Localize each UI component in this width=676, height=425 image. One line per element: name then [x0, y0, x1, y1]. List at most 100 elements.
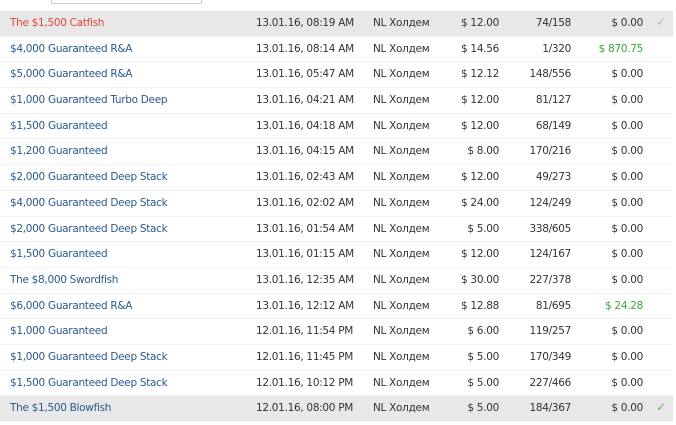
buy-in: $ 8.00 [467, 145, 499, 158]
tournament-date: 13.01.16, 02:43 AM [256, 171, 354, 184]
check-icon: ✓ [656, 15, 666, 29]
winnings: $ 0.00 [611, 119, 643, 132]
place-players: 170/216 [529, 145, 571, 158]
buy-in: $ 12.00 [461, 17, 499, 29]
tournament-date: 13.01.16, 05:47 AM [256, 68, 354, 81]
tournament-date: 13.01.16, 04:21 AM [256, 94, 354, 107]
winnings: $ 0.00 [611, 350, 643, 363]
winnings: $ 0.00 [611, 376, 643, 389]
tournament-list: The $1,500 Catfish 13.01.16, 08:19 AM NL Х… [0, 11, 673, 422]
table-row[interactable]: $1,000 Guaranteed Turbo Deep 13.01.16, 04… [0, 88, 673, 114]
game-type: NL Холдем [373, 42, 430, 55]
buy-in: $ 12.00 [461, 171, 499, 184]
game-type: NL Холдем [373, 145, 430, 158]
buy-in: $ 12.00 [461, 94, 499, 107]
table-row[interactable]: $4,000 Guaranteed Deep Stack 13.01.16, 02… [0, 191, 673, 217]
place-players: 338/605 [529, 222, 571, 235]
table-row[interactable]: $2,000 Guaranteed Deep Stack 13.01.16, 01… [0, 217, 673, 243]
buy-in: $ 14.56 [461, 42, 499, 55]
tournament-date: 13.01.16, 04:15 AM [256, 145, 354, 158]
tournament-name: The $1,500 Blowfish [10, 402, 112, 415]
tournament-name: $1,000 Guaranteed Deep Stack [10, 350, 168, 363]
table-row[interactable]: $4,000 Guaranteed R&A 13.01.16, 08:14 AM N… [0, 37, 673, 63]
winnings: $ 0.00 [611, 196, 643, 209]
buy-in: $ 5.00 [467, 376, 499, 389]
game-type: NL Холдем [373, 402, 430, 415]
table-row[interactable]: $1,000 Guaranteed Deep Stack 12.01.16, 11… [0, 345, 673, 371]
tournament-name: $1,500 Guaranteed Deep Stack [10, 376, 168, 389]
place-players: 227/378 [529, 273, 571, 286]
game-type: NL Холдем [373, 196, 430, 209]
tournament-name: The $1,500 Catfish [10, 17, 105, 29]
check-icon: ✓ [656, 400, 666, 415]
table-row[interactable]: $1,000 Guaranteed 12.01.16, 11:54 PM NL Хо… [0, 319, 673, 345]
tournament-date: 13.01.16, 01:54 AM [256, 222, 354, 235]
tournament-date: 12.01.16, 11:45 PM [256, 350, 354, 363]
table-row[interactable]: The $1,500 Blowfish 12.01.16, 08:00 PM NL … [0, 396, 673, 422]
winnings: $ 0.00 [611, 248, 643, 261]
table-row[interactable]: The $8,000 Swordfish 13.01.16, 12:35 AM NL… [0, 268, 673, 294]
table-row[interactable]: $1,500 Guaranteed 13.01.16, 04:18 AM NL Хо… [0, 114, 673, 140]
winnings: $ 0.00 [611, 171, 643, 184]
table-row[interactable]: The $1,500 Catfish 13.01.16, 08:19 AM NL Х… [0, 11, 673, 37]
tournament-name: $4,000 Guaranteed Deep Stack [10, 196, 168, 209]
game-type: NL Холдем [373, 119, 430, 132]
tournament-date: 13.01.16, 08:14 AM [256, 42, 354, 55]
game-type: NL Холдем [373, 376, 430, 389]
game-type: NL Холдем [373, 68, 430, 81]
place-players: 148/556 [529, 68, 571, 81]
winnings: $ 24.28 [605, 299, 643, 312]
tournament-name: $2,000 Guaranteed Deep Stack [10, 222, 168, 235]
tournament-date: 13.01.16, 12:35 AM [256, 273, 354, 286]
place-players: 74/158 [535, 17, 571, 29]
tournament-name: $6,000 Guaranteed R&A [10, 299, 133, 312]
buy-in: $ 12.00 [461, 248, 499, 261]
place-players: 227/466 [529, 376, 571, 389]
game-type: NL Холдем [373, 350, 430, 363]
table-row[interactable]: $1,500 Guaranteed 13.01.16, 01:15 AM NL Хо… [0, 242, 673, 268]
tournament-name: $1,000 Guaranteed Turbo Deep [10, 94, 168, 107]
tournament-date: 13.01.16, 08:19 AM [256, 17, 354, 29]
buy-in: $ 12.88 [461, 299, 499, 312]
game-type: NL Холдем [373, 248, 430, 261]
table-row[interactable]: $2,000 Guaranteed Deep Stack 13.01.16, 02… [0, 165, 673, 191]
game-type: NL Холдем [373, 222, 430, 235]
tournament-date: 13.01.16, 12:12 AM [256, 299, 354, 312]
tournament-name: The $8,000 Swordfish [10, 273, 119, 286]
winnings: $ 0.00 [611, 325, 643, 338]
game-type: NL Холдем [373, 17, 430, 29]
place-players: 49/273 [535, 171, 571, 184]
game-type: NL Холдем [373, 94, 430, 107]
game-type: NL Холдем [373, 299, 430, 312]
tournament-name: $4,000 Guaranteed R&A [10, 42, 133, 55]
winnings: $ 0.00 [611, 222, 643, 235]
tournament-name: $1,500 Guaranteed [10, 248, 108, 261]
place-players: 184/367 [529, 402, 571, 415]
place-players: 124/167 [529, 248, 571, 261]
table-row[interactable]: $6,000 Guaranteed R&A 13.01.16, 12:12 AM N… [0, 294, 673, 320]
buy-in: $ 5.00 [467, 350, 499, 363]
buy-in: $ 24.00 [461, 196, 499, 209]
table-row[interactable]: $5,000 Guaranteed R&A 13.01.16, 05:47 AM N… [0, 62, 673, 89]
game-type: NL Холдем [373, 325, 430, 338]
winnings: $ 0.00 [611, 17, 643, 29]
tournament-name: $1,200 Guaranteed [10, 145, 108, 158]
tournament-date: 13.01.16, 02:02 AM [256, 196, 354, 209]
tournament-date: 12.01.16, 08:00 PM [256, 402, 354, 415]
winnings: $ 0.00 [611, 402, 643, 415]
winnings: $ 0.00 [611, 273, 643, 286]
buy-in: $ 5.00 [467, 402, 499, 415]
game-type: NL Холдем [373, 273, 430, 286]
tournament-date: 12.01.16, 10:12 PM [256, 376, 354, 389]
tournament-date: 12.01.16, 11:54 PM [256, 325, 354, 338]
buy-in: $ 12.12 [461, 68, 499, 81]
table-row[interactable]: $1,200 Guaranteed 13.01.16, 04:15 AM NL Хо… [0, 139, 673, 166]
table-row[interactable]: $1,500 Guaranteed Deep Stack 12.01.16, 10… [0, 371, 673, 397]
search-input[interactable] [51, 0, 202, 4]
buy-in: $ 30.00 [461, 273, 499, 286]
place-players: 1/320 [542, 42, 571, 55]
tournament-date: 13.01.16, 01:15 AM [256, 248, 354, 261]
buy-in: $ 6.00 [467, 325, 499, 338]
tournament-name: $5,000 Guaranteed R&A [10, 68, 133, 81]
winnings: $ 0.00 [611, 94, 643, 107]
